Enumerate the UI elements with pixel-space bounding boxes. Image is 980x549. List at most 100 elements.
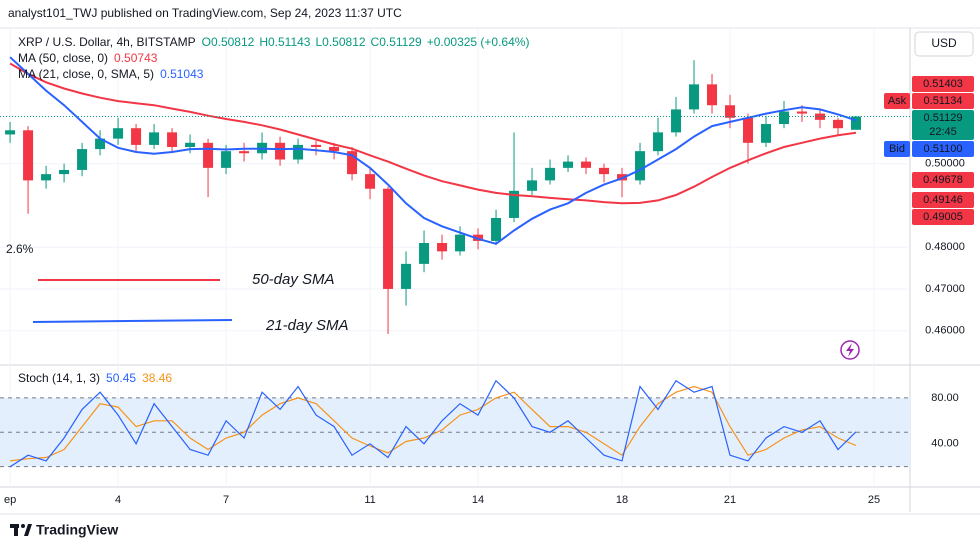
price-tag-label: Ask [888, 95, 907, 107]
candle-body [95, 138, 106, 150]
candle-body [563, 161, 574, 168]
candle-body [275, 142, 286, 160]
candle-body [545, 167, 556, 181]
candle-body [311, 144, 322, 147]
candle-body [77, 149, 88, 170]
x-tick-label: 7 [223, 494, 229, 506]
ma-legend: MA (21, close, 0, SMA, 5) 0.51043 [18, 67, 204, 81]
candle-body [509, 190, 520, 218]
price-tag [912, 76, 974, 92]
currency-button[interactable] [914, 31, 974, 57]
price-tag-text: 0.51129 [924, 112, 963, 124]
price-tag-label-box [884, 141, 910, 157]
price-tag-label: Bid [889, 143, 905, 155]
candle-body [707, 84, 718, 106]
price-tag-text: 0.49678 [923, 174, 963, 186]
candle-body [761, 124, 772, 143]
logo-part [14, 524, 18, 536]
price-tag [912, 110, 974, 140]
candle-body [599, 167, 610, 175]
y-tick-label: 0.50000 [925, 158, 965, 170]
candle-body [797, 111, 808, 114]
candle-body [221, 151, 232, 168]
candle-body [167, 132, 178, 147]
symbol: XRP / U.S. Dollar, 4h, BITSTAMP [18, 35, 196, 49]
ma-name: MA (50, close, 0) [18, 51, 108, 65]
ohlc-value: L0.50812 [315, 35, 365, 49]
plot [0, 56, 910, 468]
x-tick-label: 14 [472, 494, 484, 506]
candle-body [851, 116, 862, 130]
candle-body [59, 169, 70, 175]
price-tag [912, 93, 974, 109]
candle-body [347, 151, 358, 175]
candle-body [689, 84, 700, 110]
ma-legend: MA (50, close, 0) 0.50743 [18, 51, 158, 65]
price-tag-text: 0.51100 [924, 143, 963, 155]
candle-body [671, 109, 682, 133]
annotation-line [32, 319, 233, 323]
candle-body [833, 119, 844, 129]
brand: TradingView [36, 522, 118, 538]
candle-body [743, 117, 754, 143]
alert-bolt [846, 343, 854, 357]
candle-body [239, 151, 250, 154]
price-tag-text: 0.51134 [924, 95, 963, 107]
price-tag [912, 209, 974, 225]
price-tag-text: 0.49146 [923, 194, 963, 206]
candle-body [815, 113, 826, 120]
x-tick-label: 25 [868, 494, 880, 506]
legend: XRP / U.S. Dollar, 4h, BITSTAMP O0.50812 H… [18, 35, 529, 49]
price-tag-text: 0.51403 [923, 78, 963, 90]
stoch-value: 50.45 [106, 371, 136, 385]
ohlc-value: O0.50812 [202, 35, 255, 49]
candle-body [401, 263, 412, 289]
candle-body [185, 142, 196, 147]
candle-body [383, 188, 394, 289]
ma-value: 0.50743 [114, 51, 158, 65]
annotation: 21-day SMA [265, 317, 349, 334]
candle-body [329, 146, 340, 152]
stoch-legend: Stoch (14, 1, 3) 50.45 38.46 [18, 371, 172, 385]
y-tick-label: 0.47000 [925, 283, 965, 295]
candle-body [293, 144, 304, 160]
candle-body [5, 130, 16, 135]
candle-body [635, 151, 646, 181]
ohlc-value: H0.51143 [259, 35, 310, 49]
y-tick-label: 0.46000 [925, 325, 965, 337]
x-tick-label: 11 [364, 494, 375, 506]
ohlc-value: +0.00325 (+0.64%) [427, 35, 530, 49]
price-tag-label-box [884, 93, 910, 109]
alert-icon[interactable] [840, 340, 860, 360]
publisher: analyst101_TWJ published on TradingView.… [8, 6, 402, 20]
ma-line [9, 62, 857, 205]
ohlc-value: C0.51129 [371, 35, 422, 49]
candle-body [203, 142, 214, 168]
currency-label[interactable]: USD [931, 36, 957, 50]
stoch-value: 38.46 [142, 371, 172, 385]
y-tick-label: 0.48000 [925, 241, 965, 253]
y-tick-label: 80.00 [931, 392, 959, 404]
price-tag-sub: 22:45 [929, 126, 957, 138]
candle-body [365, 174, 376, 189]
price-tag [912, 172, 974, 188]
candle-body [23, 130, 34, 181]
candle-body [581, 161, 592, 168]
candle-body [437, 243, 448, 252]
candle-body [779, 111, 790, 125]
candle-body [455, 234, 466, 252]
price-tag [912, 192, 974, 208]
candle-body [653, 132, 664, 152]
y-tick-label: 40.00 [931, 438, 959, 450]
x-tick-label: ep [4, 494, 16, 506]
logo [10, 524, 32, 536]
candle-body [491, 217, 502, 241]
logo-part [21, 524, 25, 528]
x-tick-label: 4 [115, 494, 121, 506]
ma-line [9, 56, 857, 245]
stoch-title: Stoch (14, 1, 3) [18, 371, 100, 385]
logo-part [24, 524, 32, 536]
candle-body [41, 174, 52, 181]
